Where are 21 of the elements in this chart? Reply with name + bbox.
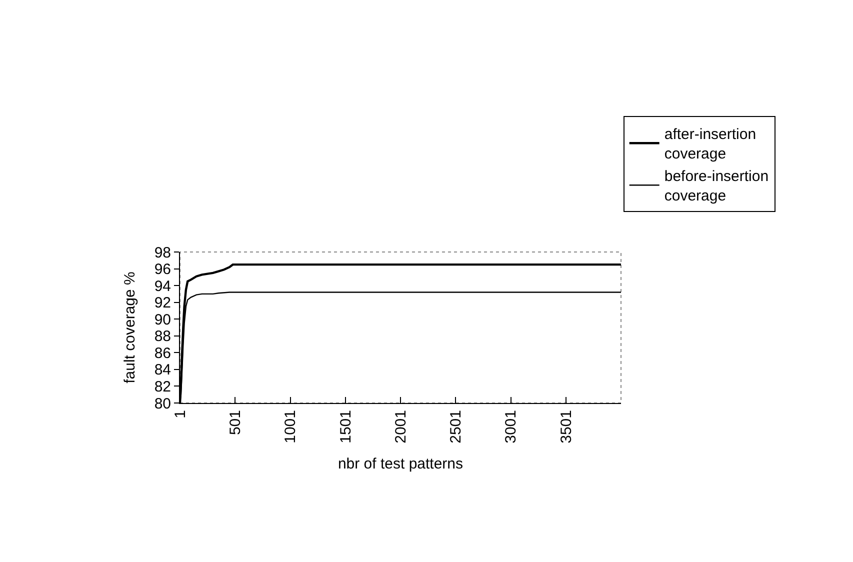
y-tick-label: 82 [154, 378, 171, 396]
y-tick-label: 80 [154, 395, 171, 412]
legend-label: before-insertion coverage [664, 168, 769, 205]
x-tick-label: 1501 [337, 410, 354, 444]
y-tick-label: 86 [154, 344, 171, 362]
y-tick-label: 90 [154, 311, 171, 328]
x-tick-label: 3501 [558, 410, 575, 444]
y-tick-label: 92 [154, 294, 171, 312]
y-tick-label: 96 [154, 261, 171, 278]
y-axis-title: fault coverage % [122, 272, 139, 384]
x-tick-label: 1001 [282, 410, 300, 444]
y-tick-label: 84 [154, 362, 171, 379]
x-axis-title: nbr of test patterns [338, 455, 464, 472]
y-tick-label: 94 [154, 278, 171, 295]
x-tick-label: 1 [172, 410, 189, 418]
x-tick-label: 2001 [392, 410, 410, 444]
x-tick-label: 501 [227, 410, 244, 436]
x-tick-label: 3001 [502, 410, 520, 444]
y-tick-label: 88 [154, 328, 171, 346]
y-tick-label: 98 [154, 244, 171, 262]
x-tick-label: 2501 [448, 410, 465, 444]
